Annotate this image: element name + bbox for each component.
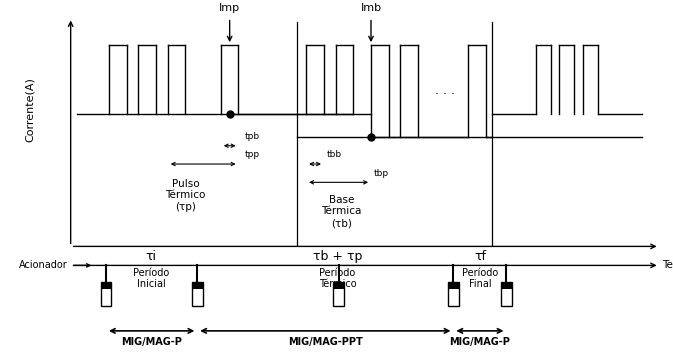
Text: Período
Final: Período Final (462, 268, 498, 289)
Bar (333, 282, 344, 289)
Text: τb + τp: τb + τp (313, 250, 362, 263)
Text: Imb: Imb (361, 3, 382, 13)
Text: tpb: tpb (244, 132, 260, 141)
Text: Acionador: Acionador (19, 260, 68, 270)
Text: Tempo(s): Tempo(s) (662, 260, 673, 270)
Bar (101, 282, 111, 289)
Text: Corrente(A): Corrente(A) (24, 77, 34, 142)
Bar (448, 282, 459, 306)
Bar (501, 282, 511, 306)
Text: Pulso
Térmico
(τp): Pulso Térmico (τp) (166, 179, 206, 212)
Text: MIG/MAG-PPT: MIG/MAG-PPT (288, 337, 363, 347)
Bar (333, 282, 344, 306)
Text: MIG/MAG-P: MIG/MAG-P (450, 337, 510, 347)
Bar (101, 282, 111, 306)
Text: Base
Térmica
(τb): Base Térmica (τb) (322, 195, 361, 228)
Bar (501, 282, 511, 289)
Text: Período
Inicial: Período Inicial (133, 268, 170, 289)
Bar (192, 282, 203, 289)
Text: tpp: tpp (244, 150, 260, 159)
Text: τf: τf (474, 250, 486, 263)
Text: Imp: Imp (219, 3, 240, 13)
Text: tbp: tbp (374, 169, 389, 178)
Bar (448, 282, 459, 289)
Text: . . .: . . . (435, 84, 454, 97)
Text: Período
Térmico: Período Térmico (318, 268, 356, 289)
Text: tbb: tbb (327, 150, 342, 159)
Text: MIG/MAG-P: MIG/MAG-P (121, 337, 182, 347)
Text: τi: τi (146, 250, 157, 263)
Bar (192, 282, 203, 306)
